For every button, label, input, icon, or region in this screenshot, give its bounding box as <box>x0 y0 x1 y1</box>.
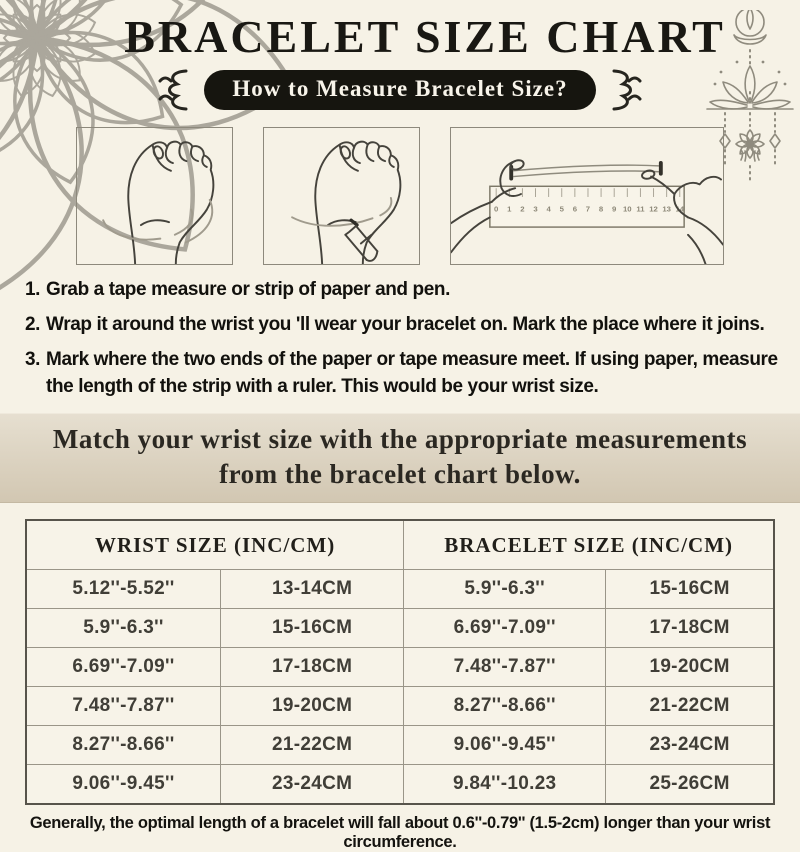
svg-text:12: 12 <box>649 205 658 214</box>
table-cell: 5.9''-6.3'' <box>403 569 607 610</box>
instruction-step: 2. Wrap it around the wrist you 'll wear… <box>25 312 782 338</box>
svg-text:3: 3 <box>533 205 538 214</box>
table-cell: 6.69''-7.09'' <box>403 608 607 649</box>
table-cell: 25-26CM <box>605 764 775 805</box>
instruction-number: 2. <box>25 314 41 336</box>
table-row: 8.27''-8.66'' 21-22CM 9.06''-9.45'' 23-24CM <box>25 725 775 766</box>
table-cell: 21-22CM <box>219 725 405 766</box>
measure-instructions: 1. Grab a tape measure or strip of paper… <box>25 277 782 400</box>
wrist-size-header: WRIST SIZE (INC/CM) <box>25 519 405 571</box>
ruler-measuring-illustration: 0 1 2 3 4 5 6 7 8 9 10 11 12 13 14 <box>450 127 724 265</box>
svg-text:6: 6 <box>573 205 578 214</box>
instruction-number: 1. <box>25 279 41 300</box>
table-header-row: WRIST SIZE (INC/CM) BRACELET SIZE (INC/C… <box>25 519 775 571</box>
table-row: 9.06''-9.45'' 23-24CM 9.84''-10.23 25-26CM <box>25 764 775 805</box>
svg-text:10: 10 <box>623 205 632 214</box>
instruction-step: 1. Grab a tape measure or strip of paper… <box>25 277 782 303</box>
table-cell: 23-24CM <box>605 725 775 766</box>
instruction-number: 3. <box>25 349 41 371</box>
svg-text:13: 13 <box>662 205 671 214</box>
table-cell: 7.48''-7.87'' <box>403 647 607 688</box>
table-cell: 6.69''-7.09'' <box>25 647 221 688</box>
svg-text:4: 4 <box>546 205 551 214</box>
table-cell: 9.84''-10.23 <box>403 764 607 805</box>
measure-pill: How to Measure Bracelet Size? <box>204 70 596 110</box>
table-cell: 8.27''-8.66'' <box>25 725 221 766</box>
table-cell: 15-16CM <box>605 569 775 610</box>
fist-with-string-illustration <box>76 127 233 265</box>
table-cell: 9.06''-9.45'' <box>25 764 221 805</box>
size-table: WRIST SIZE (INC/CM) BRACELET SIZE (INC/C… <box>25 519 775 806</box>
size-table-wrap: WRIST SIZE (INC/CM) BRACELET SIZE (INC/C… <box>25 519 775 806</box>
table-cell: 5.9''-6.3'' <box>25 608 221 649</box>
bracelet-size-header: BRACELET SIZE (INC/CM) <box>403 519 775 571</box>
table-cell: 17-18CM <box>219 647 405 688</box>
fist-with-pen-illustration <box>263 127 420 265</box>
banner-line-1: Match your wrist size with the appropria… <box>52 423 748 454</box>
table-row: 7.48''-7.87'' 19-20CM 8.27''-8.66'' 21-22CM <box>25 686 775 727</box>
table-cell: 23-24CM <box>219 764 405 805</box>
match-size-banner: Match your wrist size with the appropria… <box>0 412 800 504</box>
table-cell: 19-20CM <box>219 686 405 727</box>
page-title: BRACELET SIZE CHART <box>124 11 726 62</box>
measurement-illustrations: 0 1 2 3 4 5 6 7 8 9 10 11 12 13 14 <box>0 127 800 265</box>
table-row: 5.12''-5.52'' 13-14CM 5.9''-6.3'' 15-16CM <box>25 569 775 610</box>
table-cell: 5.12''-5.52'' <box>25 569 221 610</box>
svg-text:7: 7 <box>586 205 590 214</box>
instruction-text: Mark where the two ends of the paper or … <box>46 349 778 397</box>
instruction-text: Grab a tape measure or strip of paper an… <box>46 279 450 300</box>
table-cell: 8.27''-8.66'' <box>403 686 607 727</box>
measure-pill-row: How to Measure Bracelet Size? <box>0 67 800 113</box>
table-cell: 21-22CM <box>605 686 775 727</box>
footer-note: Generally, the optimal length of a brace… <box>29 814 771 852</box>
instruction-text: Wrap it around the wrist you 'll wear yo… <box>46 314 765 336</box>
svg-text:9: 9 <box>612 205 617 214</box>
instruction-step: 3. Mark where the two ends of the paper … <box>25 347 782 399</box>
wave-flourish-icon <box>612 69 642 111</box>
svg-text:0: 0 <box>494 205 498 214</box>
table-cell: 17-18CM <box>605 608 775 649</box>
wave-flourish-icon <box>158 69 188 111</box>
svg-text:11: 11 <box>636 205 645 214</box>
table-row: 5.9''-6.3'' 15-16CM 6.69''-7.09'' 17-18CM <box>25 608 775 649</box>
svg-text:2: 2 <box>520 205 525 214</box>
table-cell: 9.06''-9.45'' <box>403 725 607 766</box>
svg-text:5: 5 <box>560 205 565 214</box>
banner-line-2: from the bracelet chart below. <box>219 458 581 489</box>
svg-text:14: 14 <box>675 205 684 214</box>
table-cell: 19-20CM <box>605 647 775 688</box>
svg-text:8: 8 <box>599 205 604 214</box>
table-cell: 15-16CM <box>219 608 405 649</box>
size-table-body: 5.12''-5.52'' 13-14CM 5.9''-6.3'' 15-16CM 5.… <box>25 569 775 805</box>
svg-text:1: 1 <box>507 205 512 214</box>
table-cell: 13-14CM <box>219 569 405 610</box>
table-cell: 7.48''-7.87'' <box>25 686 221 727</box>
table-row: 6.69''-7.09'' 17-18CM 7.48''-7.87'' 19-20CM <box>25 647 775 688</box>
